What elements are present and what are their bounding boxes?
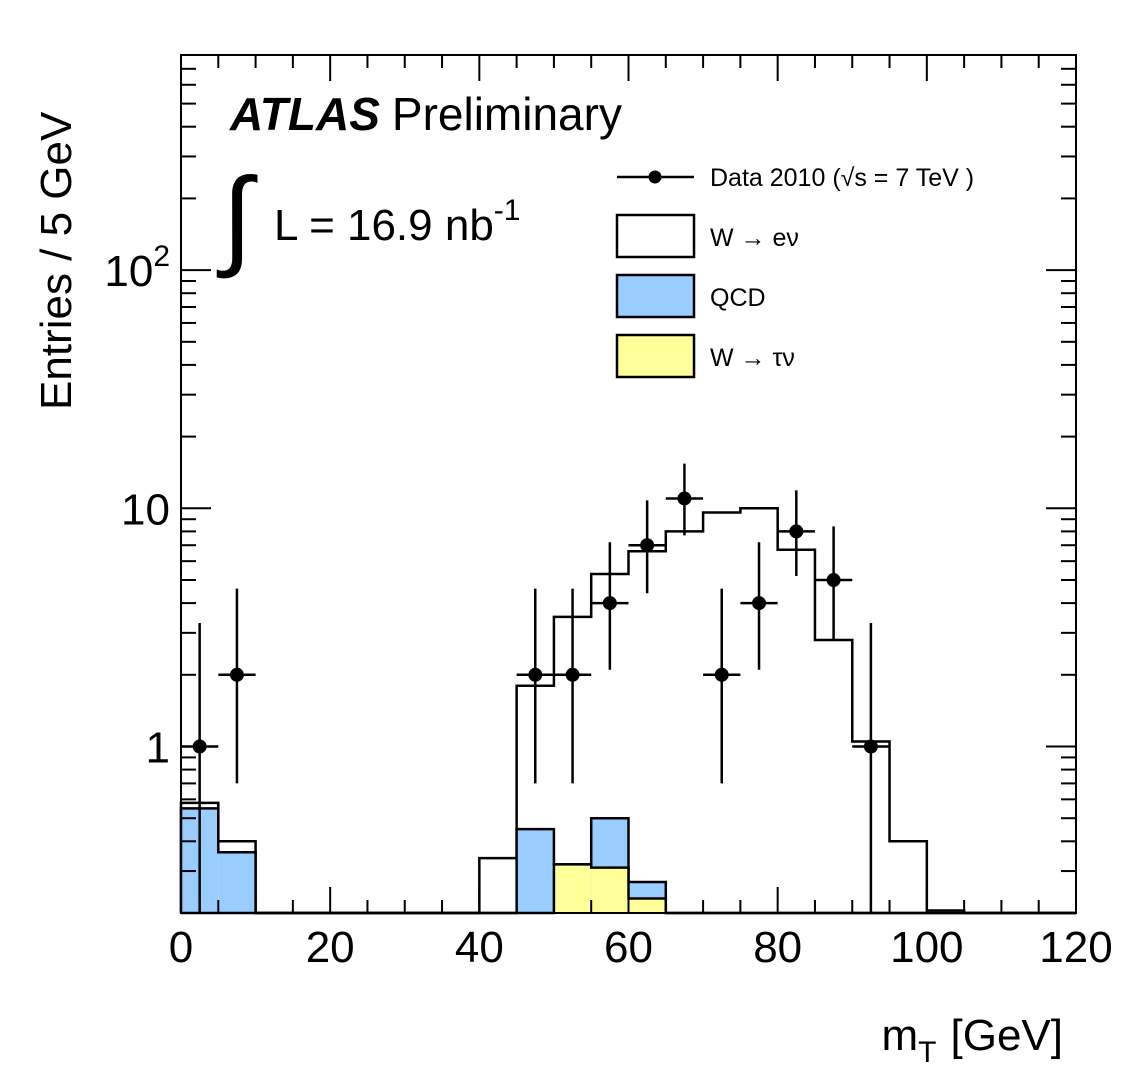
legend-data-marker xyxy=(648,170,662,184)
x-tick-label: 60 xyxy=(604,923,653,972)
bar-stack_bottom-10 xyxy=(553,864,592,913)
data-point-10 xyxy=(826,573,841,588)
x-tick-label: 120 xyxy=(1039,923,1112,972)
luminosity-label: L = 16.9 nb-1 xyxy=(274,194,520,250)
data-point-7 xyxy=(714,667,729,682)
bar-stack_total-19 xyxy=(889,841,927,913)
x-axis-label: mT [GeV] xyxy=(882,1011,1063,1069)
series-data-2010 xyxy=(181,463,890,913)
bar-stack_mid-9 xyxy=(516,829,554,913)
legend-label-w-taunu: W → τν xyxy=(710,344,795,372)
bar-stack_total-8 xyxy=(479,858,517,913)
y-tick-labels: 1 10 102 xyxy=(104,240,170,772)
bar-stack_bottom-11 xyxy=(591,867,629,913)
y-tick-label: 1 xyxy=(146,724,170,773)
data-point-8 xyxy=(752,596,767,611)
y-tick-label: 10 xyxy=(121,485,170,534)
bar-stack_total-16 xyxy=(777,549,815,913)
plot-border xyxy=(180,54,1077,914)
legend-box-w-enu xyxy=(615,213,696,259)
x-tick-label: 0 xyxy=(169,923,193,972)
data-point-11 xyxy=(863,739,878,754)
legend-box-qcd xyxy=(615,273,696,319)
data-point-2 xyxy=(528,667,543,682)
x-tick-label: 80 xyxy=(753,923,802,972)
integral-sign-icon: ∫ xyxy=(216,156,258,279)
legend-label-qcd: QCD xyxy=(710,284,766,312)
legend: Data 2010 (√s = 7 TeV ) W → eν QCD W → τ… xyxy=(615,164,974,379)
bar-stack_total-20 xyxy=(926,910,965,913)
data-point-5 xyxy=(640,538,655,553)
legend-box-w-taunu xyxy=(615,333,696,379)
x-tick-labels: 0 20 40 60 80 100 120 xyxy=(169,923,1113,972)
bar-stack_mid-1 xyxy=(218,852,256,913)
y-axis-label: Entries / 5 GeV xyxy=(32,111,81,410)
legend-label-data: Data 2010 (√s = 7 TeV ) xyxy=(710,164,974,192)
legend-label-w-enu: W → eν xyxy=(710,224,799,252)
data-point-6 xyxy=(677,491,692,506)
x-tick-label: 20 xyxy=(306,923,355,972)
y-tick-label: 102 xyxy=(104,240,170,296)
x-tick-label: 40 xyxy=(455,923,504,972)
x-tick-label: 100 xyxy=(890,923,963,972)
bar-stack_total-17 xyxy=(814,639,853,913)
bar-stack_total-13 xyxy=(665,531,704,913)
bar-stack_bottom-12 xyxy=(628,898,666,913)
data-point-4 xyxy=(602,596,617,611)
data-point-9 xyxy=(789,524,804,539)
data-point-3 xyxy=(565,667,580,682)
data-point-1 xyxy=(229,667,244,682)
bar-stack_total-12 xyxy=(628,551,666,913)
atlas-label: ATLAS Preliminary xyxy=(229,88,622,140)
